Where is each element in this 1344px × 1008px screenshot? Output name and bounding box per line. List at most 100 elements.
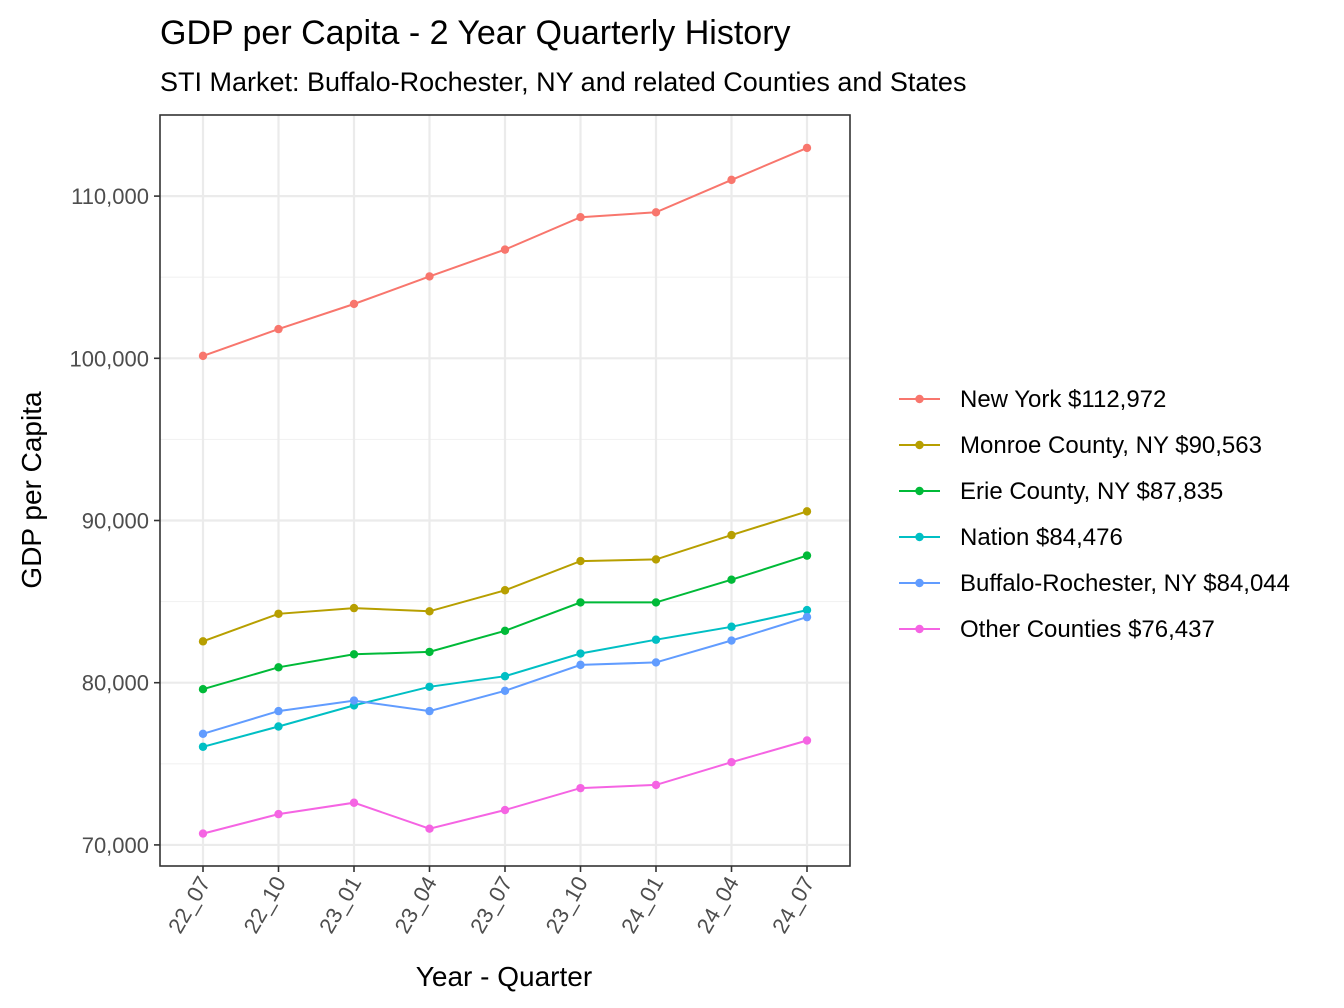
legend-label: New York $112,972 xyxy=(960,386,1166,413)
series-point xyxy=(727,636,736,645)
series-point xyxy=(651,598,661,607)
series-point xyxy=(274,706,283,716)
x-axis: 22_07 22_10 23_01 23_04 23_07 23_10 24_01 24_04… xyxy=(163,866,819,937)
series-group xyxy=(198,736,812,838)
series-point xyxy=(198,829,208,838)
series-point xyxy=(576,783,585,793)
legend-key-point xyxy=(915,532,924,542)
series-group xyxy=(198,612,812,739)
series-point xyxy=(802,551,812,560)
legend-key-point xyxy=(915,440,924,450)
series-point xyxy=(349,650,359,659)
y-tick-label: 110,000 xyxy=(71,184,149,209)
series-point xyxy=(576,598,585,607)
series-point xyxy=(500,805,510,815)
series-point xyxy=(349,696,359,705)
x-tick-label: 23_04 xyxy=(390,872,442,937)
series-point xyxy=(425,706,434,716)
series-point xyxy=(198,729,208,739)
chart-title: GDP per Capita - 2 Year Quarterly Histor… xyxy=(160,14,791,52)
series-point xyxy=(500,686,510,696)
x-axis-title: Year - Quarter xyxy=(416,961,592,992)
grid-layer xyxy=(160,115,850,866)
series-point xyxy=(500,672,510,681)
x-tick-label: 24_04 xyxy=(692,872,744,937)
legend-label: Other Counties $76,437 xyxy=(960,616,1215,643)
series-point xyxy=(802,143,812,153)
y-tick-label: 70,000 xyxy=(82,833,149,858)
y-axis: 70,000 80,000 90,000 100,000 110,000 xyxy=(69,184,160,858)
series-point xyxy=(274,324,283,334)
plot-panel-border xyxy=(159,114,851,867)
chart-subtitle: STI Market: Buffalo-Rochester, NY and re… xyxy=(160,67,966,97)
series-point xyxy=(274,663,283,672)
series-point xyxy=(500,245,510,254)
series-point xyxy=(727,757,736,767)
legend-entry: Nation $84,476 xyxy=(899,524,1123,551)
legend-key-point xyxy=(915,624,924,634)
legend-entry: Other Counties $76,437 xyxy=(899,616,1215,643)
legend-label: Monroe County, NY $90,563 xyxy=(960,432,1262,459)
series-point xyxy=(198,684,208,694)
series-point xyxy=(425,682,434,691)
x-tick-label: 23_10 xyxy=(541,872,593,937)
legend-entry: Erie County, NY $87,835 xyxy=(899,478,1223,505)
legend-key-point xyxy=(915,394,924,404)
series-point xyxy=(198,351,208,361)
series-point xyxy=(727,175,736,185)
series-point xyxy=(500,586,510,595)
y-tick-label: 100,000 xyxy=(69,346,149,371)
series-point xyxy=(425,647,434,657)
series-point xyxy=(500,626,510,636)
series-point xyxy=(651,780,661,790)
series-point xyxy=(727,575,736,584)
x-tick-label: 23_01 xyxy=(314,872,366,937)
series-point xyxy=(802,507,812,516)
series-point xyxy=(425,272,434,281)
series-point xyxy=(274,609,283,618)
legend-label: Buffalo-Rochester, NY $84,044 xyxy=(960,570,1290,597)
series-point xyxy=(727,530,736,540)
x-tick-label: 24_01 xyxy=(616,872,668,937)
legend-label: Nation $84,476 xyxy=(960,524,1123,551)
legend-key-point xyxy=(915,578,924,588)
series-point xyxy=(274,722,283,731)
series-layer xyxy=(198,143,812,838)
series-point xyxy=(651,635,661,644)
legend-entry: Monroe County, NY $90,563 xyxy=(899,432,1262,459)
series-point xyxy=(425,824,434,833)
series-point xyxy=(349,299,359,309)
series-point xyxy=(576,212,585,222)
legend: New York $112,972 Monroe County, NY $90,5… xyxy=(899,386,1290,643)
x-tick-label: 23_07 xyxy=(465,872,517,937)
series-point xyxy=(576,649,585,658)
legend-label: Erie County, NY $87,835 xyxy=(960,478,1223,505)
series-point xyxy=(198,742,208,751)
series-group xyxy=(198,551,812,694)
series-group xyxy=(198,143,812,361)
x-tick-label: 22_07 xyxy=(163,872,215,937)
x-tick-label: 24_07 xyxy=(767,872,819,937)
legend-entry: New York $112,972 xyxy=(899,386,1166,413)
legend-key-point xyxy=(915,486,924,496)
series-point xyxy=(576,556,585,566)
series-point xyxy=(802,736,812,745)
series-point xyxy=(576,660,585,670)
series-point xyxy=(651,658,661,667)
series-point xyxy=(727,622,736,631)
series-point xyxy=(802,605,812,615)
x-tick-label: 22_10 xyxy=(239,872,291,937)
series-group xyxy=(198,605,812,751)
series-point xyxy=(349,603,359,613)
series-group xyxy=(198,507,812,646)
legend-entry: Buffalo-Rochester, NY $84,044 xyxy=(899,570,1290,597)
series-point xyxy=(651,555,661,564)
series-point xyxy=(274,809,283,819)
y-tick-label: 90,000 xyxy=(82,509,149,534)
series-point xyxy=(349,798,359,807)
series-point xyxy=(802,612,812,622)
series-point xyxy=(651,208,661,217)
y-tick-label: 80,000 xyxy=(82,671,149,696)
series-point xyxy=(198,637,208,646)
